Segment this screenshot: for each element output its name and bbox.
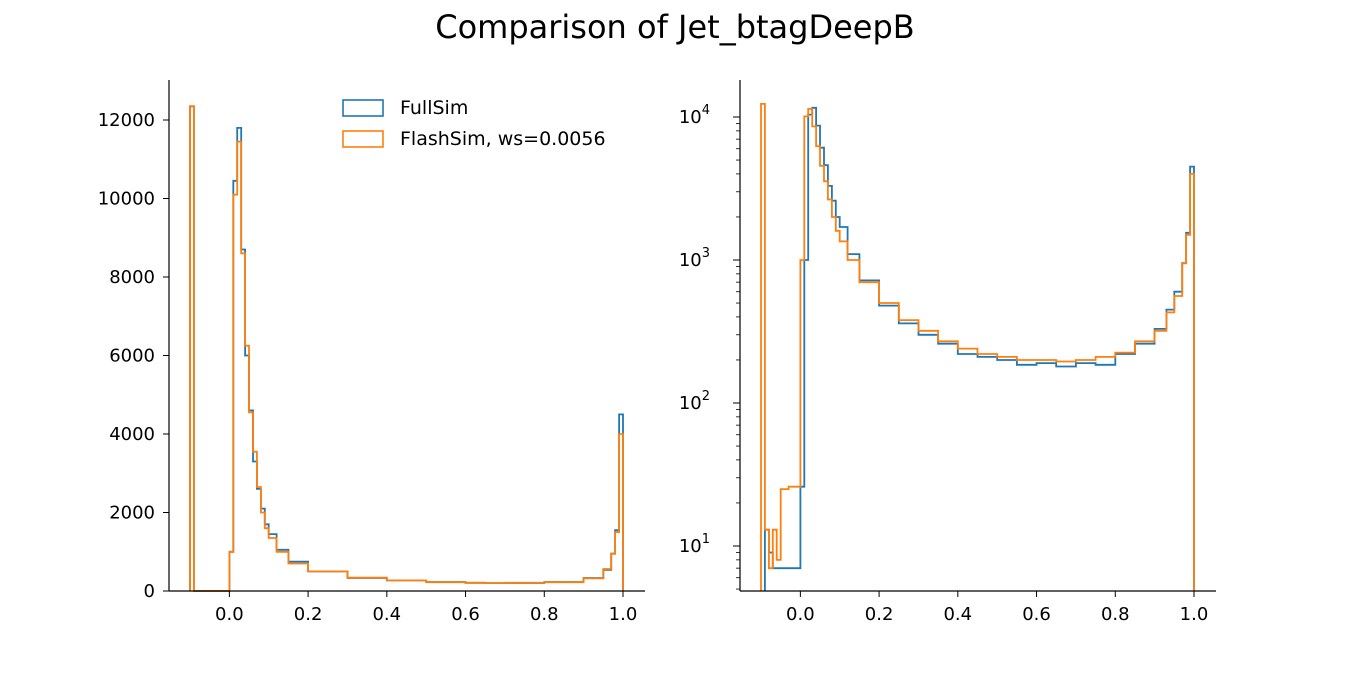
- log-y-tick-label: 102: [679, 389, 710, 414]
- log-y-ticks: 101 102 103 104: [679, 103, 740, 590]
- linear-series-flashsim: [189, 105, 624, 592]
- log-x-tick-label: 1.0: [1180, 604, 1209, 625]
- log-x-ticks: 0.0 0.2 0.4 0.6 0.8 1.0: [786, 591, 1208, 625]
- log-x-tick-label: 0.2: [865, 604, 894, 625]
- panel-log: 0.0 0.2 0.4 0.6 0.8 1.0 101 102 103 104: [679, 80, 1216, 625]
- legend-swatch-fullsim: [342, 99, 384, 117]
- log-x-tick-label: 0.8: [1101, 604, 1130, 625]
- log-y-tick-label: 101: [679, 532, 710, 557]
- figure-title: Comparison of Jet_btagDeepB: [435, 8, 915, 46]
- legend-label-flashsim: FlashSim, ws=0.0056: [400, 128, 606, 150]
- log-series-fullsim: [764, 106, 1195, 591]
- log-x-tick-label: 0.6: [1022, 604, 1051, 625]
- linear-x-ticks: 0.0 0.2 0.4 0.6 0.8 1.0: [215, 591, 637, 625]
- linear-x-tick-label: 0.0: [215, 604, 244, 625]
- linear-series-group: [189, 105, 624, 592]
- linear-y-tick-label: 10000: [98, 189, 155, 210]
- linear-series-fullsim: [189, 105, 624, 592]
- log-series-flashsim: [760, 103, 1195, 591]
- linear-y-tick-label: 2000: [109, 503, 155, 524]
- legend-swatch-flashsim: [342, 130, 384, 148]
- panel-linear: 0.0 0.2 0.4 0.6 0.8 1.0 0 2000 4000 6000 8000 1000…: [98, 80, 645, 625]
- linear-x-tick-label: 0.6: [451, 604, 480, 625]
- linear-x-tick-label: 1.0: [609, 604, 638, 625]
- legend-label-fullsim: FullSim: [400, 97, 468, 119]
- log-y-tick-label: 103: [679, 246, 710, 271]
- linear-x-tick-label: 0.8: [530, 604, 559, 625]
- log-x-tick-label: 0.0: [786, 604, 815, 625]
- linear-y-tick-label: 0: [144, 581, 155, 602]
- linear-y-tick-label: 4000: [109, 424, 155, 445]
- linear-y-ticks: 0 2000 4000 6000 8000 10000 12000: [98, 110, 169, 602]
- log-series-group: [760, 103, 1195, 591]
- linear-y-tick-label: 8000: [109, 267, 155, 288]
- log-y-tick-label: 104: [679, 103, 710, 128]
- legend: FullSim FlashSim, ws=0.0056: [342, 97, 606, 150]
- linear-x-tick-label: 0.4: [372, 604, 401, 625]
- linear-x-tick-label: 0.2: [294, 604, 323, 625]
- log-x-tick-label: 0.4: [943, 604, 972, 625]
- linear-y-tick-label: 12000: [98, 110, 155, 131]
- linear-y-tick-label: 6000: [109, 346, 155, 367]
